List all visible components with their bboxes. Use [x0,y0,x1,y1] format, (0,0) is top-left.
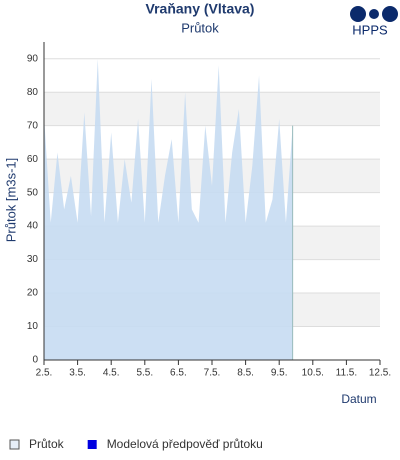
x-tick-label: 2.5. [36,368,53,379]
y-axis-label: Průtok [m3s-1] [3,158,18,243]
chart-subtitle: Průtok [181,20,219,35]
y-tick-label: 60 [27,154,39,165]
area [44,58,293,360]
logo: HPPS [350,6,398,37]
logo-dot [369,9,379,19]
legend-swatch [87,440,97,449]
y-tick-label: 50 [27,187,39,198]
y-tick-label: 20 [27,288,39,299]
x-tick-label: 9.5. [271,368,288,379]
x-tick-label: 7.5. [204,368,221,379]
y-tick-label: 40 [27,221,39,232]
x-axis-label: Datum [341,392,376,406]
x-tick-label: 3.5. [69,368,86,379]
x-tick-label: 10.5. [302,368,324,379]
y-tick-label: 80 [27,87,39,98]
y-tick-label: 0 [32,355,38,366]
x-tick-label: 12.5. [369,368,391,379]
x-tick-label: 5.5. [136,368,153,379]
legend-swatch [9,439,20,450]
y-tick-label: 10 [27,321,39,332]
y-tick-label: 90 [27,53,39,64]
legend-label: Modelová předpověď průtoku [107,437,263,451]
x-tick-label: 8.5. [237,368,254,379]
chart-title: Vraňany (Vltava) [146,1,255,17]
logo-dot [382,6,398,22]
grid-band [44,92,380,126]
x-tick-label: 6.5. [170,368,187,379]
y-tick-label: 70 [27,120,39,131]
y-tick-label: 30 [27,254,39,265]
logo-text: HPPS [352,22,388,37]
logo-dot [350,6,366,22]
x-tick-label: 4.5. [103,368,120,379]
legend-label: Průtok [29,437,65,451]
x-tick-label: 11.5. [336,368,358,379]
